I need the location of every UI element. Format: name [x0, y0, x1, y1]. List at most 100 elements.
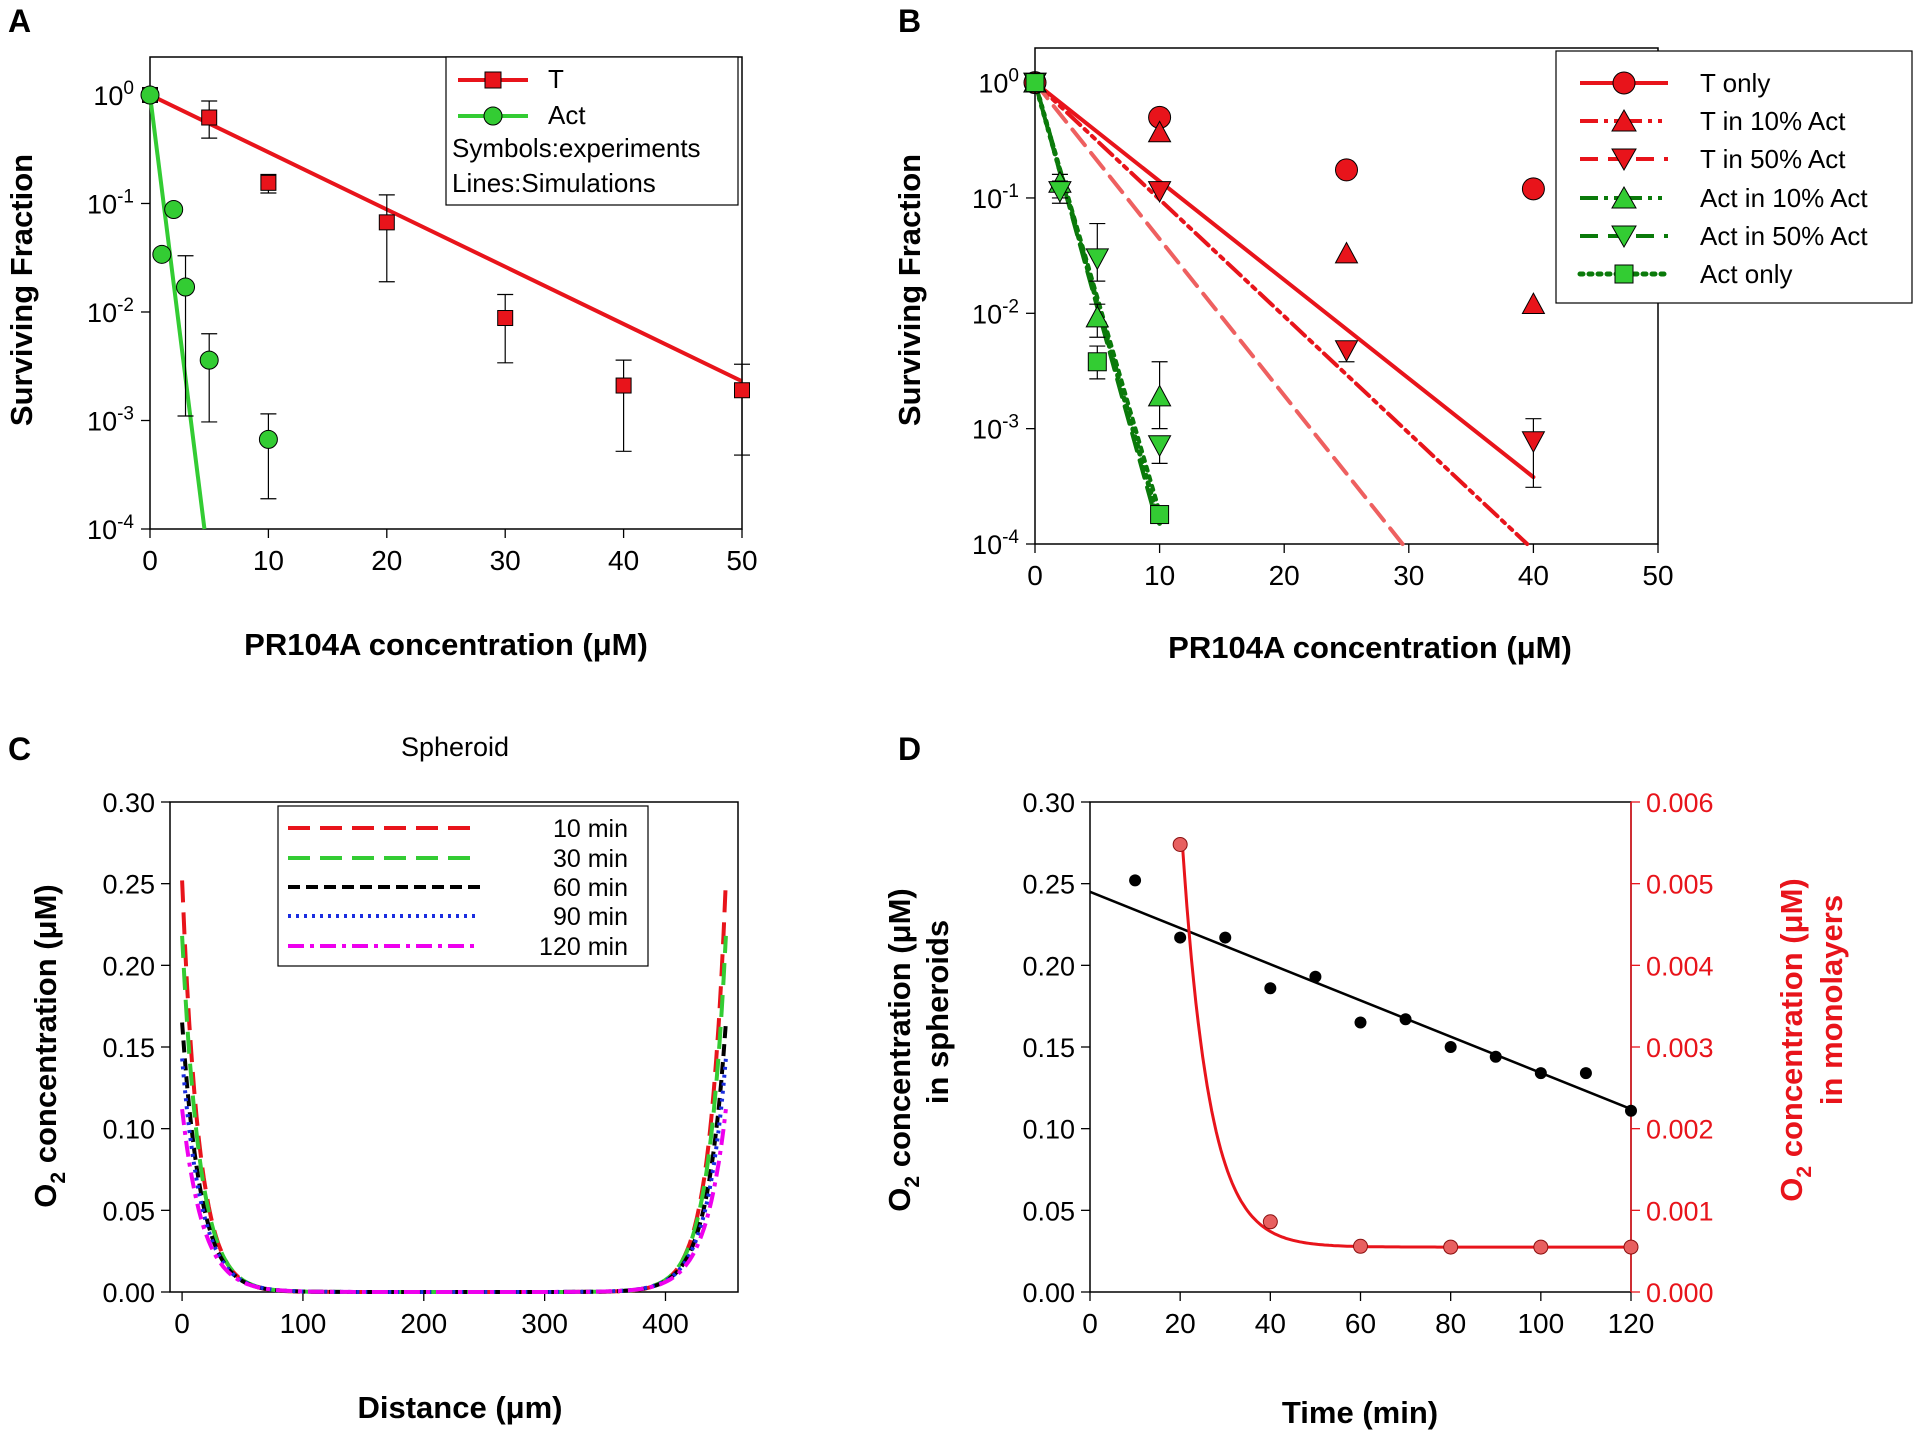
- legend-b-act50-marker: [1611, 225, 1637, 249]
- legend-b-act50-label: Act in 50% Act: [1700, 221, 1868, 251]
- chart-b-point-2-2: [1334, 340, 1359, 363]
- panel-label-b: B: [898, 3, 921, 39]
- chart-b-point-0-3: [1521, 177, 1545, 201]
- chart-b-fit-line-1: [1033, 80, 1530, 546]
- chart-d-point-spheroids-0: [1129, 874, 1142, 887]
- chart-d-xtick-label-4: 80: [1435, 1308, 1466, 1339]
- chart-b-ytick-label-4: 10-4: [972, 527, 1019, 560]
- chart-c-ylabel: O2 concentration (μM): [28, 884, 70, 1207]
- chart-c-ytick-label-4: 0.20: [102, 951, 155, 981]
- legend-a-t-label: T: [548, 64, 564, 94]
- chart-c-curve-2: [180, 1022, 728, 1294]
- legend-c-30-label: 30 min: [553, 845, 628, 873]
- chart-b-ylabel: Surviving Fraction: [892, 154, 927, 426]
- legend-a-t-marker: [484, 71, 502, 89]
- chart-a-point-t-5: [615, 377, 632, 394]
- chart-b-xtick-label-2: 20: [1269, 560, 1300, 591]
- panel-label-d: D: [898, 731, 921, 767]
- chart-d-left-ytick-label-2: 0.10: [1022, 1115, 1075, 1145]
- chart-d-point-spheroids-3: [1264, 982, 1277, 995]
- chart-b-point-3-3: [1147, 384, 1172, 407]
- panel-label-c: C: [8, 731, 31, 767]
- chart-a-point-act-4: [199, 350, 219, 370]
- chart-b-xlabel: PR104A concentration (μM): [1168, 630, 1572, 665]
- chart-a-point-t-1: [201, 109, 218, 126]
- chart-b-xtick-label-5: 50: [1642, 560, 1673, 591]
- chart-d-fit-curve-monolayers: [1180, 844, 1631, 1249]
- chart-d-point-spheroids-8: [1489, 1050, 1502, 1063]
- chart-a-xtick-label-4: 40: [608, 545, 639, 576]
- chart-b-point-0-2: [1335, 158, 1358, 182]
- chart-b-fit-line-0: [1033, 80, 1536, 480]
- chart-a-point-t-6: [734, 382, 750, 399]
- chart-a-ytick-label-0: 100: [93, 78, 134, 111]
- chart-d-plot-area: [1089, 801, 1632, 1293]
- chart-d-point-spheroids-11: [1625, 1104, 1637, 1117]
- chart-a-point-act-3: [176, 277, 196, 297]
- chart-d-point-monolayers-2: [1353, 1238, 1368, 1254]
- chart-b-xtick-label-1: 10: [1144, 560, 1175, 591]
- chart-d-point-spheroids-9: [1534, 1067, 1547, 1080]
- chart-d-point-spheroids-2: [1219, 931, 1232, 944]
- chart-a-point-act-0: [140, 85, 160, 105]
- chart-c-title: Spheroid: [401, 732, 509, 762]
- chart-c-curve-3: [180, 1058, 728, 1294]
- chart-d-left-ytick-label-3: 0.15: [1022, 1033, 1075, 1063]
- chart-d-point-spheroids-4: [1309, 970, 1322, 983]
- legend-c-10-label: 10 min: [553, 815, 628, 843]
- chart-b-point-1-3: [1521, 292, 1546, 315]
- chart-d-ylabel-right-line2: in monolayers: [1814, 895, 1849, 1105]
- legend-b-t-only-marker: [1612, 71, 1636, 95]
- chart-a-xtick-label-1: 10: [253, 545, 284, 576]
- chart-b: Surviving Fraction PR104A concentration …: [892, 47, 1913, 665]
- chart-b-fit-line-5: [1032, 80, 1163, 527]
- legend-c-90-label: 90 min: [553, 903, 628, 931]
- panel-label-a: A: [8, 3, 31, 39]
- chart-b-xtick-label-0: 0: [1027, 560, 1043, 591]
- chart-c-ytick-label-5: 0.25: [102, 870, 155, 900]
- chart-b-point-4-1: [1048, 181, 1072, 204]
- chart-a-point-act-5: [258, 429, 278, 449]
- legend-b-act10-label: Act in 10% Act: [1700, 183, 1868, 213]
- chart-c-xlabel: Distance (μm): [357, 1390, 562, 1425]
- chart-a-xlabel: PR104A concentration (μM): [244, 627, 648, 662]
- chart-b-point-2-1: [1147, 181, 1172, 204]
- chart-b-ytick-label-1: 10-1: [972, 181, 1019, 214]
- chart-d-right-ytick-label-3: 0.003: [1646, 1033, 1714, 1063]
- chart-d-xtick-label-2: 40: [1255, 1308, 1286, 1339]
- chart-d-point-spheroids-1: [1174, 931, 1187, 944]
- chart-a-ytick-label-1: 10-1: [87, 186, 134, 219]
- chart-c-legend: 10 min 30 min 60 min 90 min 120 min: [277, 805, 649, 967]
- chart-c-ytick-label-1: 0.05: [102, 1196, 155, 1226]
- chart-c-ytick-label-6: 0.30: [102, 788, 155, 818]
- legend-c-60-label: 60 min: [553, 874, 628, 902]
- chart-d-left-ytick-label-1: 0.05: [1022, 1196, 1075, 1226]
- legend-b-t-only-label: T only: [1700, 68, 1770, 98]
- chart-d-right-ytick-label-2: 0.002: [1646, 1115, 1714, 1145]
- chart-d-point-spheroids-10: [1579, 1067, 1592, 1080]
- legend-b-act-only-label: Act only: [1700, 259, 1793, 289]
- chart-a-point-t-4: [497, 310, 514, 327]
- chart-d-left-ytick-label-0: 0.00: [1022, 1278, 1075, 1308]
- chart-b-fit-line-2: [1033, 80, 1405, 546]
- chart-c-xtick-label-0: 0: [174, 1308, 190, 1339]
- legend-a-act-label: Act: [548, 100, 586, 130]
- chart-c-xtick-label-2: 200: [400, 1308, 447, 1339]
- legend-b-t50-marker: [1611, 148, 1637, 172]
- chart-c-curve-4: [180, 1108, 728, 1294]
- chart-b-point-1-2: [1334, 241, 1359, 264]
- chart-d-xtick-label-1: 20: [1165, 1308, 1196, 1339]
- legend-b-act-only-marker: [1614, 264, 1634, 284]
- legend-b-act10-marker: [1611, 185, 1637, 209]
- chart-d-point-monolayers-4: [1533, 1239, 1549, 1255]
- chart-d-right-ytick-label-4: 0.004: [1646, 951, 1714, 981]
- chart-d: O2 concentration (μM) in spheroids O2 co…: [882, 788, 1849, 1430]
- chart-a-point-act-2: [164, 200, 184, 220]
- chart-c-xtick-label-4: 400: [642, 1308, 689, 1339]
- chart-a-point-t-3: [378, 214, 395, 231]
- chart-a-xtick-label-3: 30: [490, 545, 521, 576]
- chart-d-xtick-label-0: 0: [1082, 1308, 1098, 1339]
- chart-b-point-4-2: [1085, 248, 1110, 271]
- chart-c-ytick-label-2: 0.10: [102, 1115, 155, 1145]
